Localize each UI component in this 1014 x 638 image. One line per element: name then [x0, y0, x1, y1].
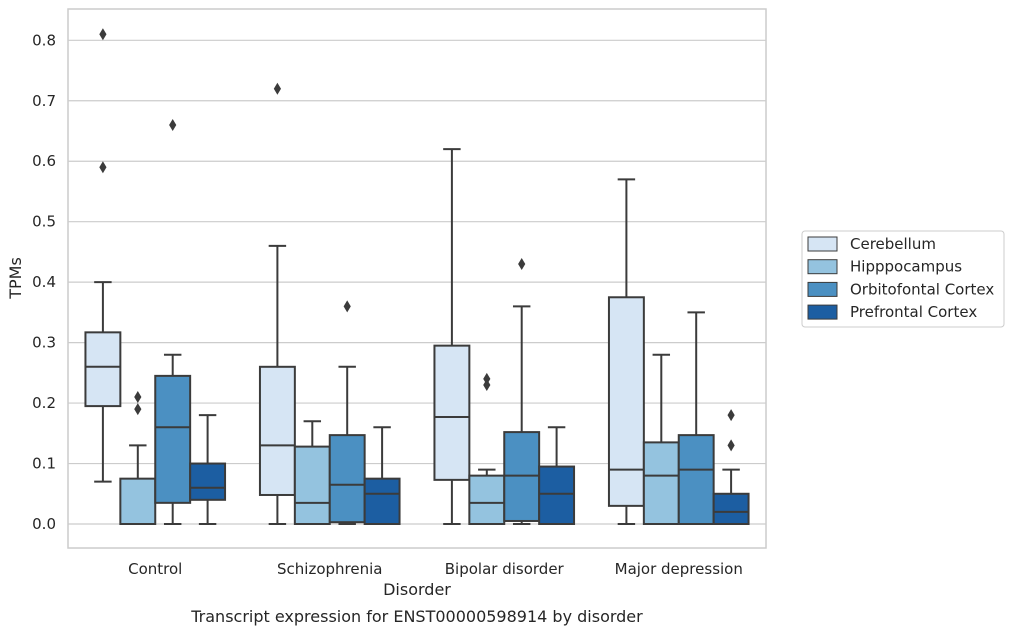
legend-frame — [801, 230, 1005, 328]
box-group — [468, 372, 506, 525]
box-iqr — [119, 477, 157, 525]
y-tick-label: 0.4 — [32, 273, 56, 291]
box-group — [503, 258, 541, 525]
box-iqr — [677, 434, 715, 526]
box-iqr — [258, 365, 296, 496]
legend-swatch — [807, 236, 838, 252]
y-tick-label: 0.0 — [32, 515, 56, 533]
box-iqr — [154, 374, 192, 504]
box-group — [84, 28, 122, 483]
legend: Cerebellum Hipppocampus Orbitofontal Corte… — [801, 230, 1005, 328]
y-tick-label: 0.8 — [32, 31, 56, 49]
box-group — [607, 178, 645, 525]
box-iqr — [189, 462, 227, 501]
y-tick-labels: 0.0 0.1 0.2 0.3 0.4 0.5 0.6 0.7 0.8 — [32, 31, 56, 533]
x-tick-label: Control — [128, 560, 182, 578]
x-tick-label: Major depression — [615, 560, 743, 578]
legend-swatch — [807, 304, 838, 320]
outlier-point — [99, 161, 107, 174]
outlier-point — [483, 372, 491, 385]
y-tick-label: 0.5 — [32, 213, 56, 231]
chart-caption: Transcript expression for ENST0000059891… — [190, 607, 643, 626]
box-group — [189, 414, 227, 525]
outlier-point — [99, 28, 107, 41]
y-tick-label: 0.1 — [32, 455, 56, 473]
outlier-point — [134, 403, 142, 416]
box-iqr — [607, 296, 645, 507]
outlier-point — [169, 118, 177, 131]
box-iqr — [642, 441, 680, 525]
box-iqr — [712, 492, 750, 525]
y-tick-label: 0.6 — [32, 152, 56, 170]
box-group — [712, 409, 750, 525]
outlier-point — [727, 409, 735, 422]
outlier-point — [343, 300, 351, 313]
box-group — [328, 300, 366, 525]
y-tick-label: 0.3 — [32, 334, 56, 352]
box-group — [538, 426, 576, 525]
legend-swatch — [807, 281, 838, 297]
outlier-point — [273, 82, 281, 95]
y-tick-label: 0.2 — [32, 394, 56, 412]
box-group — [154, 118, 192, 525]
legend-entry: Cerebellum — [850, 235, 936, 253]
box-iqr — [293, 445, 331, 526]
x-axis-label: Disorder — [383, 580, 451, 599]
box-iqr — [84, 331, 122, 408]
box-group — [433, 148, 471, 525]
outlier-point — [727, 439, 735, 452]
x-tick-label: Schizophrenia — [277, 560, 382, 578]
outlier-point — [518, 258, 526, 271]
box-group — [119, 391, 157, 525]
x-tick-labels: Control Schizophrenia Bipolar disorder Majo… — [128, 560, 743, 578]
box-iqr — [468, 474, 506, 525]
box-group — [258, 82, 296, 525]
box-iqr — [538, 465, 576, 525]
legend-entry: Hipppocampus — [850, 258, 962, 276]
x-tick-label: Bipolar disorder — [445, 560, 565, 578]
legend-entry: Prefrontal Cortex — [850, 303, 977, 321]
box-group — [677, 311, 715, 526]
box-group — [363, 426, 401, 525]
outlier-point — [483, 378, 491, 391]
box-iqr — [363, 477, 401, 525]
box-iqr — [328, 434, 366, 524]
boxes — [84, 28, 750, 526]
legend-entry: Orbitofontal Cortex — [850, 280, 994, 298]
box-group — [293, 420, 331, 526]
box-iqr — [433, 344, 471, 481]
y-axis-label: TPMs — [6, 257, 25, 300]
legend-swatch — [807, 259, 838, 275]
y-tick-label: 0.7 — [32, 92, 56, 110]
outlier-point — [134, 391, 142, 404]
